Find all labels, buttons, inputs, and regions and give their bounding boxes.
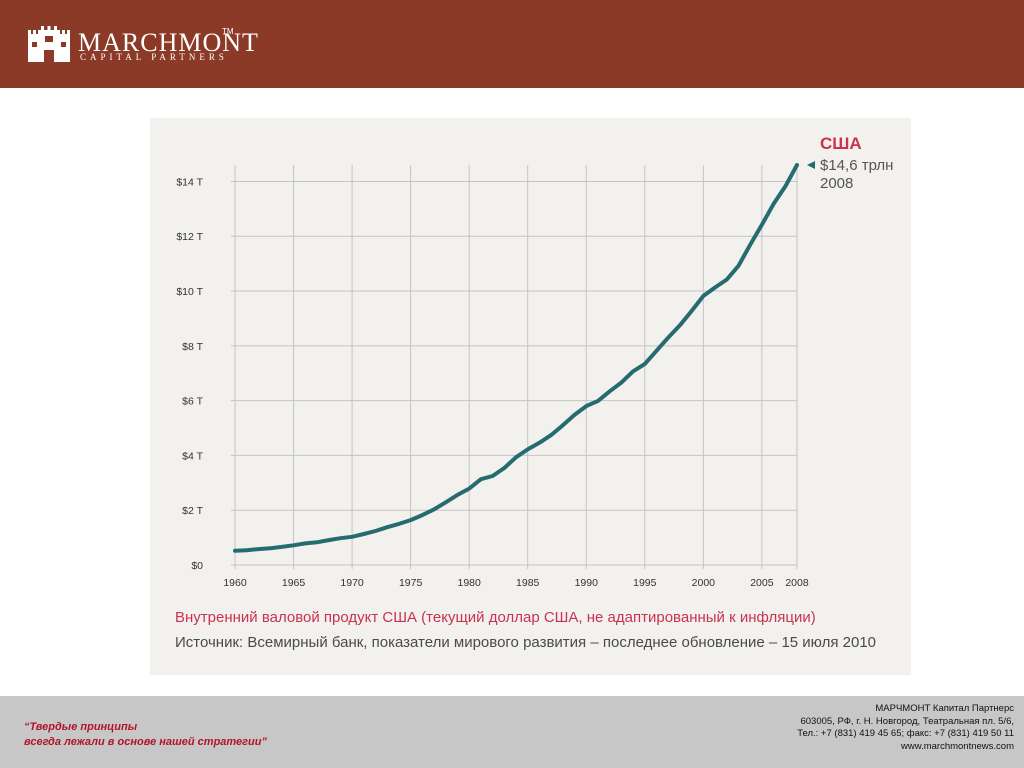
gdp-data-point (514, 456, 518, 459)
gdp-data-point (795, 163, 799, 167)
gdp-data-point (421, 513, 424, 517)
gdp-data-point (772, 202, 775, 206)
brand-subtitle: CAPITAL PARTNERS (80, 52, 228, 62)
gdp-data-point (491, 474, 494, 478)
gdp-data-point (561, 424, 564, 427)
gdp-data-point (350, 535, 354, 538)
gdp-data-point (784, 185, 787, 188)
contact-info: МАРЧМОНТ Капитал Партнерс 603005, РФ, г.… (797, 703, 1014, 753)
gdp-data-point (386, 526, 389, 529)
x-tick-label: 1970 (340, 577, 364, 589)
gdp-data-point (280, 545, 283, 549)
gdp-data-point (549, 433, 553, 437)
website-link[interactable]: www.marchmontnews.com (901, 740, 1014, 752)
header-bar: MARCHMONT TM CAPITAL PARTNERS (0, 0, 1024, 88)
gdp-data-point (479, 478, 483, 481)
gdp-data-point (655, 349, 658, 352)
gdp-data-point (503, 466, 506, 470)
gdp-data-point (713, 286, 717, 289)
annotation-arrow-icon (807, 161, 815, 169)
gdp-data-point (315, 541, 319, 544)
gdp-data-point (257, 547, 260, 551)
gdp-data-point (749, 243, 752, 246)
gdp-data-point (268, 547, 272, 550)
gdp-data-point (702, 294, 705, 298)
y-tick-label: $10 T (176, 286, 203, 298)
gdp-data-point (631, 370, 635, 373)
gdp-data-point (526, 448, 529, 451)
slogan-line-1: “Твердые принципы (24, 721, 138, 733)
y-tick-label: $14 T (176, 176, 203, 188)
company-address: 603005, РФ, г. Н. Новгород, Театральная … (800, 715, 1014, 727)
brand-name: MARCHMONT (78, 28, 259, 57)
gdp-data-point (573, 413, 576, 417)
annotation-value: $14,6 трлн (820, 157, 893, 174)
slogan-line-2: всегда лежали в основе нашей стратегии” (24, 736, 267, 748)
gdp-data-point (468, 487, 471, 490)
footer-bar: “Твердые принципы всегда лежали в основе… (0, 696, 1024, 768)
gdp-data-point (374, 529, 377, 533)
gdp-data-point (596, 399, 600, 403)
gdp-data-point (397, 522, 401, 526)
company-name: МАРЧМОНТ Капитал Партнерс (875, 703, 1014, 714)
x-tick-label: 2008 (785, 577, 809, 589)
gdp-data-point (327, 538, 330, 542)
x-tick-label: 1995 (633, 577, 657, 589)
y-tick-label: $4 T (182, 450, 203, 462)
gdp-data-point (304, 542, 307, 545)
gdp-data-point (233, 549, 237, 552)
y-tick-label: $2 T (182, 505, 203, 517)
gdp-data-point (409, 518, 412, 522)
brand-trademark: TM (222, 27, 234, 36)
gdp-data-point (339, 537, 342, 540)
gdp-data-point (585, 404, 588, 408)
gdp-data-point (690, 309, 693, 313)
y-tick-label: $0 (191, 560, 203, 572)
gdp-data-point (456, 493, 459, 497)
x-tick-label: 1975 (399, 577, 423, 589)
x-tick-label: 1965 (282, 577, 306, 589)
gdp-data-point (760, 223, 764, 226)
gdp-data-point (667, 336, 670, 339)
gdp-data-point (737, 264, 740, 267)
x-tick-label: 1960 (223, 577, 247, 589)
gdp-data-point (643, 362, 646, 366)
y-tick-label: $6 T (182, 396, 203, 408)
gdp-data-point (292, 544, 295, 547)
gdp-data-point (444, 501, 447, 504)
gdp-data-point (608, 390, 611, 393)
gdp-data-point (538, 441, 541, 444)
annotation-year: 2008 (820, 175, 853, 192)
slogan: “Твердые принципы всегда лежали в основе… (24, 720, 267, 750)
gdp-series-line (233, 163, 799, 553)
company-phone: Тел.: +7 (831) 419 45 65; факс: +7 (831)… (797, 728, 1014, 739)
chart-caption: Внутренний валовой продукт США (текущий … (175, 609, 816, 626)
annotation-country: США (820, 134, 862, 153)
gdp-data-point (245, 549, 248, 552)
gdp-data-point (678, 324, 682, 327)
y-tick-label: $12 T (176, 231, 203, 243)
gdp-data-point (620, 381, 623, 384)
x-tick-label: 1980 (457, 577, 481, 589)
x-tick-label: 2005 (750, 577, 774, 589)
gdp-data-point (362, 532, 365, 536)
chart-panel: 1960 1965 1970 1975 1980 1985 1990 1995 2000 2005… (150, 118, 911, 675)
x-tick-label: 2000 (692, 577, 716, 589)
y-tick-label: $8 T (182, 341, 203, 353)
gdp-line-chart: 1960 1965 1970 1975 1980 1985 1990 1995 2000 2005… (176, 134, 893, 589)
gdp-data-point (432, 508, 436, 511)
x-tick-label: 1990 (575, 577, 599, 589)
gdp-data-point (725, 278, 728, 281)
castle-logo-icon (28, 26, 70, 62)
chart-source: Источник: Всемирный банк, показатели мир… (175, 634, 877, 651)
x-tick-label: 1985 (516, 577, 540, 589)
